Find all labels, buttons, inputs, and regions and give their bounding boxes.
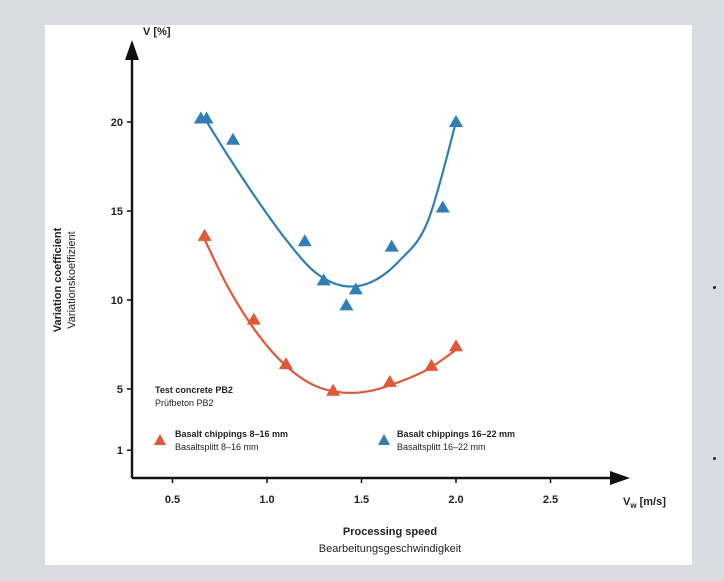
side-dot-lower: [713, 457, 716, 460]
side-dot-upper: [713, 286, 716, 289]
series-0-fit-line: [203, 238, 457, 395]
series-1-data-point: [199, 111, 214, 124]
chart-figure: V [%] Vw [m/s] Variation coefficient Vari…: [45, 25, 692, 565]
x-tick-label: 1.0: [259, 494, 274, 506]
y-tick-label: 20: [111, 117, 123, 129]
y-tick-label: 10: [111, 295, 123, 307]
series-0-data-point: [382, 374, 397, 387]
y-tick-label: 1: [117, 445, 123, 457]
series-0-data-point: [278, 357, 293, 370]
series-1-data-point: [435, 200, 450, 213]
series-0-data-point: [326, 383, 341, 396]
x-axis-title-en: Processing speed: [343, 526, 437, 538]
x-tick-label: 1.5: [354, 494, 369, 506]
series-0-data-point: [246, 312, 261, 325]
y-tick-label: 15: [111, 206, 123, 218]
series-1-data-point: [449, 115, 463, 127]
legend-label-red: Basalt chippings 8–16 mm: [175, 429, 288, 439]
series-1-data-point: [384, 239, 399, 252]
x-tick-label: 2.5: [543, 494, 558, 506]
legend-label-blue: Basalt chippings 16–22 mm: [397, 429, 515, 439]
test-concrete-label-de: Prüfbeton PB2: [155, 398, 214, 408]
legend-marker-blue: [378, 434, 390, 445]
series-0-data-point: [197, 228, 212, 241]
series-layer: [193, 111, 463, 396]
y-axis-unit-label: V [%]: [143, 26, 171, 38]
legend-label-red-de: Basaltsplitt 8–16 mm: [175, 442, 259, 452]
x-ticks: 0.5 1.0 1.5 2.0 2.5: [165, 478, 558, 506]
y-axis-title-de: Variationskoeffizient: [66, 231, 78, 328]
legend: Basalt chippings 8–16 mm Basaltsplitt 8–…: [154, 429, 515, 452]
test-concrete-label: Test concrete PB2: [155, 385, 233, 395]
y-axis-title-en: Variation coefficient: [52, 227, 64, 332]
series-0-data-point: [424, 358, 439, 371]
series-1-fit-line: [203, 117, 458, 288]
series-1-data-point: [339, 298, 354, 311]
legend-label-blue-de: Basaltsplitt 16–22 mm: [397, 442, 486, 452]
series-1-data-point: [225, 132, 240, 145]
y-axis-arrow: [125, 40, 139, 60]
x-axis-title-de: Bearbeitungsgeschwindigkeit: [319, 543, 461, 555]
series-1-data-point: [348, 282, 363, 295]
series-1-data-point: [316, 273, 331, 286]
legend-marker-red: [154, 434, 166, 445]
x-axis-arrow: [610, 471, 630, 485]
y-tick-label: 5: [117, 384, 123, 396]
series-1-data-point: [297, 234, 312, 247]
chart-canvas: V [%] Vw [m/s] Variation coefficient Vari…: [52, 26, 666, 555]
series-0-data-point: [449, 339, 463, 352]
x-axis-unit-label: Vw [m/s]: [623, 496, 666, 510]
x-tick-label: 2.0: [448, 494, 463, 506]
x-tick-label: 0.5: [165, 494, 180, 506]
